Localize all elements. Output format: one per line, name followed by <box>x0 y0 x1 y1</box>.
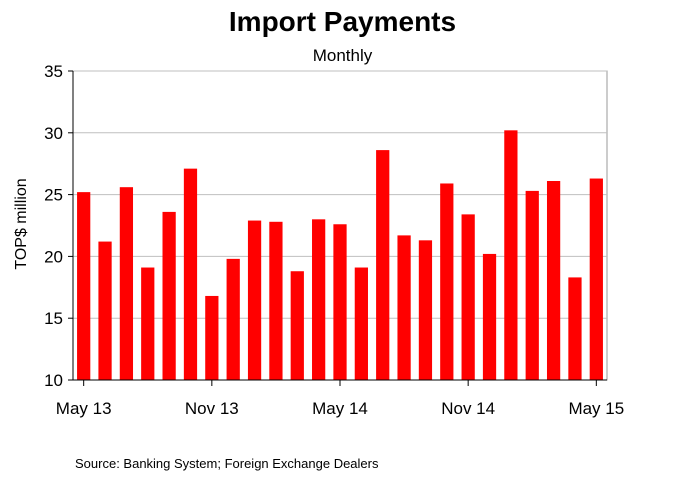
bar-mar-14 <box>290 271 304 380</box>
bar-nov-13 <box>205 295 219 380</box>
bar-feb-15 <box>525 190 539 380</box>
bar-mar-15 <box>546 181 561 380</box>
bar-apr-15 <box>568 277 582 380</box>
bar-jul-13 <box>119 187 134 380</box>
bar-may-14 <box>333 224 347 380</box>
x-tick-label: May 13 <box>56 399 112 418</box>
bar-may-13 <box>77 192 91 380</box>
x-tick-label: Nov 13 <box>185 399 239 418</box>
bar-jan-14 <box>247 220 262 380</box>
y-tick-label: 15 <box>44 309 63 328</box>
bar-aug-13 <box>141 267 155 380</box>
chart-title: Import Payments <box>228 6 457 37</box>
bar-jun-13 <box>98 241 112 380</box>
bar-jul-14 <box>376 150 390 380</box>
bar-jun-14 <box>354 267 368 380</box>
bar-sep-14 <box>418 240 433 380</box>
x-tick-label: May 14 <box>312 399 368 418</box>
bar-sep-13 <box>162 211 176 380</box>
axes: 10 15 20 25 30 35 May 13 Nov 13 May 14 Nov 14 May … <box>44 62 624 418</box>
chart-subtitle: Monthly <box>312 46 373 65</box>
bar-dec-14 <box>482 253 497 380</box>
bars <box>77 130 603 380</box>
bar-dec-13 <box>226 258 240 380</box>
y-tick-label: 10 <box>44 371 63 390</box>
x-tick-label: Nov 14 <box>441 399 495 418</box>
bar-oct-14 <box>440 183 454 380</box>
bar-aug-14 <box>397 235 411 380</box>
bar-apr-14 <box>312 219 326 380</box>
y-tick-label: 20 <box>44 247 63 266</box>
y-tick-label: 35 <box>44 62 63 81</box>
y-tick-label: 25 <box>44 186 63 205</box>
source-note: Source: Banking System; Foreign Exchange… <box>75 456 379 471</box>
y-tick-label: 30 <box>44 124 63 143</box>
bar-oct-13 <box>183 168 198 380</box>
bar-feb-14 <box>269 221 283 380</box>
bar-nov-14 <box>461 214 475 380</box>
bar-jan-15 <box>504 130 518 380</box>
x-tick-label: May 15 <box>568 399 624 418</box>
y-axis-label: TOP$ million <box>13 178 30 269</box>
bar-may-15 <box>589 178 603 380</box>
